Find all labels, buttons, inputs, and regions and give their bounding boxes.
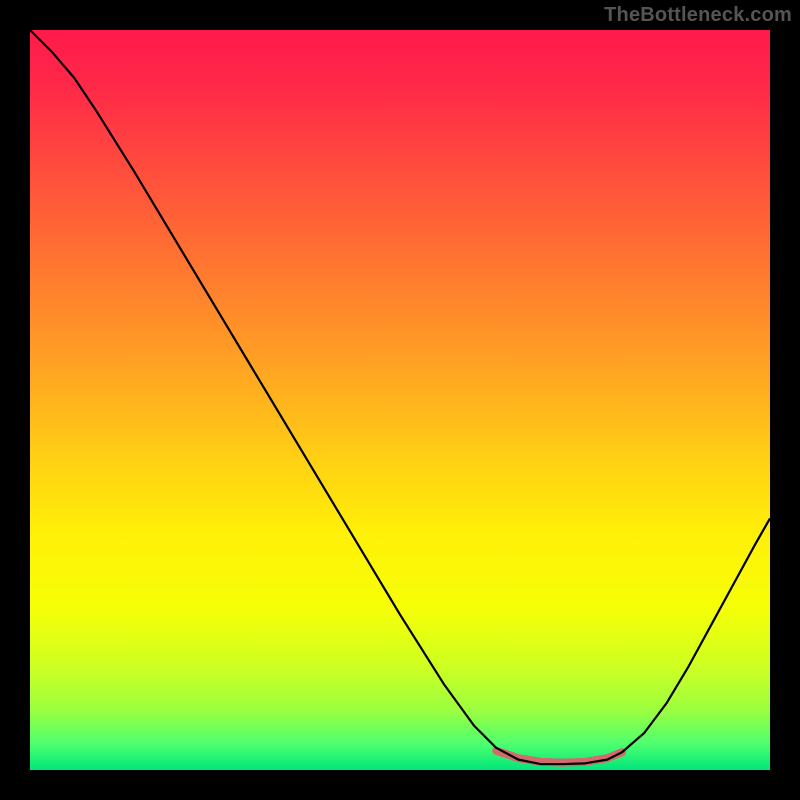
watermark-label: TheBottleneck.com xyxy=(604,4,792,27)
gradient-background xyxy=(30,30,770,770)
plot-area xyxy=(30,30,770,770)
plot-svg xyxy=(30,30,770,770)
chart-frame: TheBottleneck.com xyxy=(0,0,800,800)
